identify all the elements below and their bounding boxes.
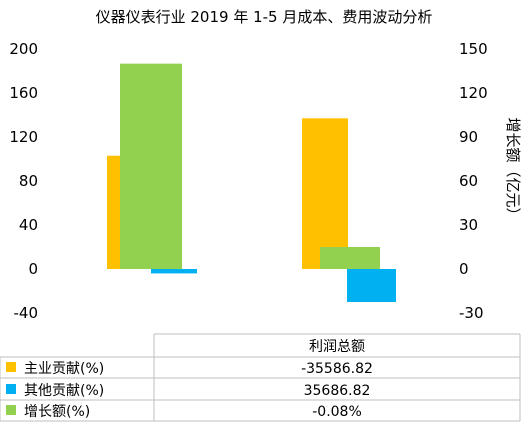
table-row: 主业贡献(%) -35586.82 — [6, 361, 373, 377]
left-tick-label: 200 — [9, 40, 38, 58]
table-row: 其他贡献(%) 35686.82 — [6, 383, 370, 399]
right-tick-label: 30 — [459, 216, 478, 234]
right-tick-label: -30 — [459, 304, 484, 322]
left-tick-label: 120 — [9, 128, 38, 146]
chart-title: 仪器仪表行业 2019 年 1-5 月成本、费用波动分析 — [96, 8, 433, 26]
table-row: 增长额(%) -0.08% — [6, 404, 362, 420]
left-tick-label: 0 — [28, 260, 38, 278]
legend-swatch-main — [6, 362, 16, 372]
right-axis-title: 增长额（亿元） — [504, 117, 522, 222]
legend-swatch-other — [6, 384, 16, 394]
table-header: 利润总额 — [309, 339, 365, 355]
left-tick-label: 80 — [19, 172, 38, 190]
right-tick-label: 120 — [459, 84, 488, 102]
legend-swatch-growth — [6, 405, 16, 415]
table-value-other: 35686.82 — [304, 383, 371, 399]
bar-other-contribution-1 — [151, 269, 197, 274]
bar-main-contribution-1 — [107, 155, 122, 269]
legend-label-growth: 增长额(%) — [24, 404, 90, 420]
data-table: 利润总额 主业贡献(%) -35586.82 其他贡献(%) 35686.82 … — [0, 333, 521, 422]
right-tick-label: 0 — [459, 260, 469, 278]
bars — [107, 63, 396, 302]
bar-growth-amount-1 — [120, 63, 182, 269]
legend-label-other: 其他贡献(%) — [24, 383, 104, 399]
left-tick-label: 160 — [9, 84, 38, 102]
left-tick-label: -40 — [14, 304, 39, 322]
right-tick-label: 150 — [459, 40, 488, 58]
right-tick-label: 60 — [459, 172, 478, 190]
bar-main-contribution-2 — [302, 118, 348, 269]
table-value-main: -35586.82 — [301, 361, 373, 377]
table-value-growth: -0.08% — [312, 404, 362, 420]
legend-label-main: 主业贡献(%) — [24, 361, 104, 377]
bar-growth-amount-2 — [320, 247, 380, 269]
right-tick-label: 90 — [459, 128, 478, 146]
bar-other-contribution-2 — [347, 269, 396, 302]
left-axis-ticks: -40 0 40 80 120 160 200 — [9, 40, 38, 322]
left-tick-label: 40 — [19, 216, 38, 234]
right-axis-ticks: -30 0 30 60 90 120 150 — [459, 40, 488, 322]
